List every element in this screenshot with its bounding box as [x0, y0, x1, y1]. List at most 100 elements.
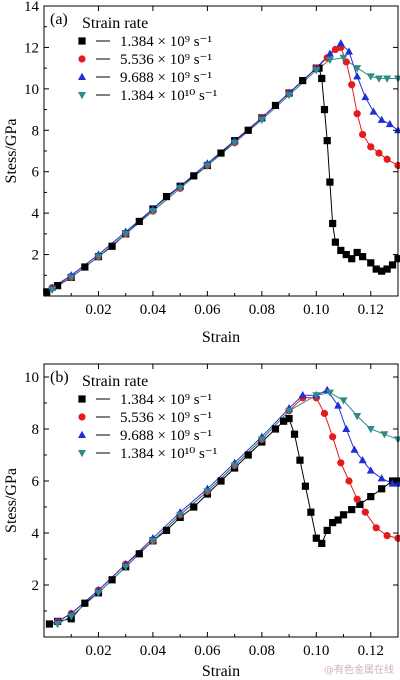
panel-a-legend-label-2: 9.688 × 10⁹ s⁻¹ [120, 70, 212, 86]
panel-a-series-2-point [385, 119, 394, 128]
panel-a-xtick-label: 0.06 [194, 302, 221, 318]
panel-a-series-2-point [336, 39, 345, 47]
panel-a-series-3-point [312, 67, 321, 75]
panel-b-series-0-point [217, 477, 225, 485]
panel-b-series-0-point [81, 599, 89, 607]
panel-b-series-0-point [162, 526, 171, 534]
panel-b-series-3-point [285, 407, 294, 415]
panel-b-xtick-label: 0.06 [194, 643, 221, 659]
panel-b-series-3-point [353, 413, 362, 421]
panel-a-series-0-point [108, 242, 116, 250]
panel-a-series-3-point [94, 253, 103, 261]
panel-a-series-0-point [320, 105, 329, 114]
panel-b-series-0-point [323, 526, 331, 534]
panel-a-y-axis-title: Stess/GPa [3, 119, 20, 184]
panel-a-legend-title: Strain rate [82, 15, 148, 32]
panel-b-series-0-point [356, 500, 364, 508]
panel-a-series-0-point [383, 265, 391, 273]
panel-a-series-0-point [331, 238, 339, 246]
panel-b-series-3-point [67, 613, 76, 621]
panel-b-xtick-label: 0.12 [358, 643, 384, 659]
panel-a-legend-marker-3 [78, 92, 86, 100]
panel-a-series-0-point [394, 255, 400, 263]
panel-a-ytick-label: 8 [32, 123, 40, 139]
panel-b-series-0-point [296, 456, 304, 464]
panel-b-series-3-point [366, 426, 375, 434]
panel-a-series-0-point [337, 246, 345, 255]
panel-a-series-0-point [367, 259, 375, 267]
panel-b-series-0-point [285, 415, 293, 423]
panel-b-series-0-point [334, 516, 342, 524]
panel-b-series-0-point [190, 503, 198, 511]
panel-b-series-0-point [271, 425, 280, 433]
panel-b-ytick-label: 8 [32, 422, 40, 438]
panel-b-series-3-point [380, 431, 389, 439]
panel-a-series-2-point [394, 126, 400, 134]
panel-b-series-3-point [121, 563, 130, 571]
panel-b-y-axis-title: Stess/GPa [3, 468, 20, 533]
panel-a-ytick-label: 2 [32, 248, 40, 264]
panel-a-panel-label: (a) [50, 11, 68, 28]
panel-b-ytick-label: 6 [32, 474, 40, 490]
panel-a-series-1-point [331, 45, 339, 54]
panel-a-series-3-point [257, 116, 266, 125]
panel-b-series-3-point [176, 511, 185, 519]
panel-b-legend-marker-0 [78, 395, 86, 403]
panel-a-series-1-point [383, 155, 391, 163]
panel-a-xtick-label: 0.12 [358, 302, 384, 318]
panel-a-series-3-point [394, 75, 400, 83]
panel-a-series-2-point [369, 107, 378, 115]
panel-a-legend-label-0: 1.384 × 10⁹ s⁻¹ [120, 34, 212, 50]
panel-b-xtick-label: 0.10 [303, 643, 329, 659]
panel-a-series-3-point [176, 185, 185, 193]
panel-a-series-2-point [377, 115, 386, 123]
panel-a-series-0-point [162, 192, 171, 201]
panel-a-series-3-point [366, 73, 375, 81]
panel-b-xtick-label: 0.08 [249, 643, 275, 659]
panel-b-series-0-point [318, 539, 326, 547]
panel-b-series-3-point [94, 589, 103, 597]
panel-b-series-0-point [329, 519, 337, 527]
panel-b-legend-label-0: 1.384 × 10⁹ s⁻¹ [120, 392, 212, 408]
panel-b-series-0-point [339, 511, 348, 519]
panel-a-series-3-point [121, 230, 130, 239]
panel-b-series-0-point [378, 485, 386, 493]
panel-a-xtick-label: 0.10 [303, 302, 329, 318]
panel-b-legend-label-3: 1.384 × 10¹⁰ s⁻¹ [120, 446, 217, 462]
panel-a-series-0-point [372, 265, 380, 273]
panel-b-series-1-point [383, 532, 391, 540]
panel-a-legend-label-3: 1.384 × 10¹⁰ s⁻¹ [120, 88, 217, 104]
panel-a-series-3-point [374, 75, 383, 83]
panel-b-series-0-point [244, 451, 252, 459]
panel-a-series-0-point [81, 263, 89, 271]
panel-a-series-0-point [299, 76, 307, 85]
panel-b-panel-label: (b) [50, 369, 69, 386]
panel-b-series-2-point [350, 445, 359, 453]
panel-a-xtick-label: 0.08 [249, 302, 275, 318]
panel-b-series-3-point [257, 436, 266, 444]
panel-a-series-0-point [190, 172, 198, 180]
panel-a-series-1-point [375, 149, 383, 157]
panel-b-series-1-point [353, 495, 361, 503]
panel-a-series-3-point [203, 162, 212, 170]
panel-b-series-1-point [345, 477, 353, 485]
panel-a-ytick-label: 4 [32, 206, 40, 222]
panel-a-series-3-point [48, 286, 57, 294]
panel-b-legend-marker-2 [78, 430, 86, 438]
panel-a-series-3-point [285, 92, 294, 100]
panel-b-ytick-label: 4 [32, 526, 40, 542]
panel-a-xtick-label: 0.02 [85, 302, 111, 318]
panel-a-series-2-point [344, 47, 353, 55]
panel-a-series-0-point [244, 126, 252, 134]
panel-a-series-0-point [323, 137, 331, 145]
panel-a-series-3-point [67, 274, 76, 282]
panel-b-series-0-point [307, 508, 315, 516]
panel-a-series-0-point [378, 267, 386, 275]
panel-a-series-2-point [361, 92, 370, 101]
panel-a-series-3-point [339, 54, 348, 62]
panel-b-series-1-point [329, 433, 337, 441]
panel-a-series-0-point [217, 149, 225, 157]
panel-a-series-0-point [353, 248, 361, 257]
panel-a-xtick-label: 0.04 [140, 302, 167, 318]
